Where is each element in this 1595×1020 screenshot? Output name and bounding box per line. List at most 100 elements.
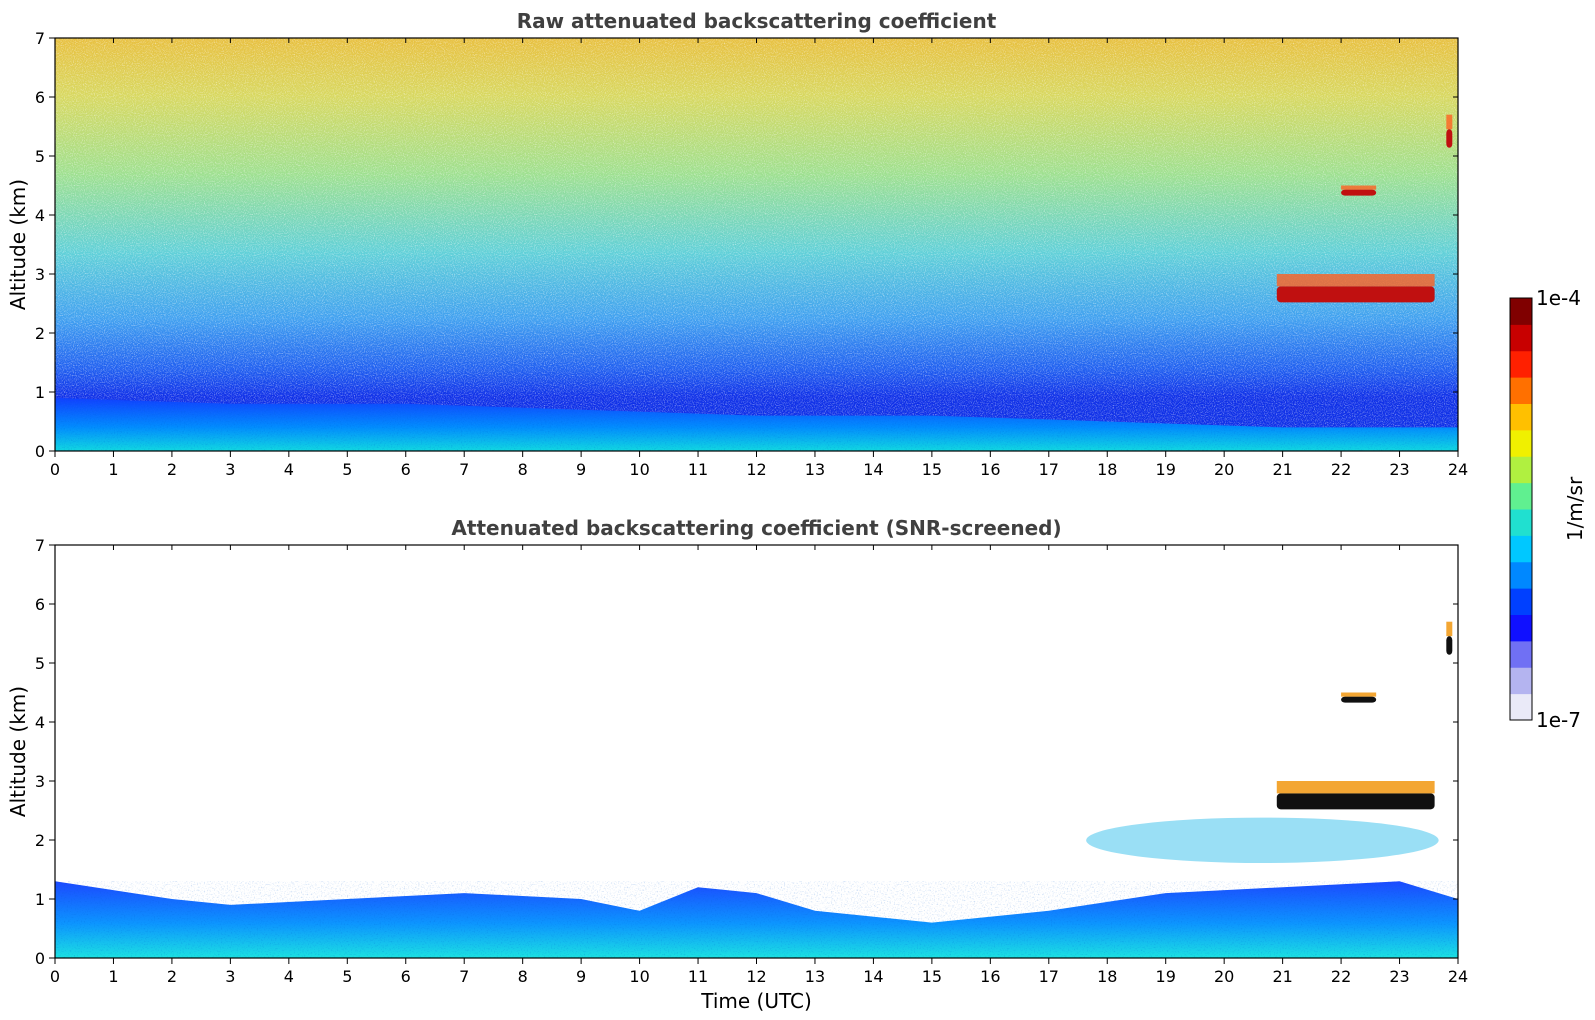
cloud-edge-2 — [1276, 781, 1435, 794]
colorbar-step — [1510, 535, 1532, 563]
y-tick-label: 0 — [35, 949, 45, 968]
y-tick-label: 2 — [35, 831, 45, 850]
colorbar-step — [1510, 667, 1532, 695]
colorbar-step — [1510, 509, 1532, 536]
x-tick-label: 8 — [518, 460, 528, 479]
colorbar-label: 1/m/sr — [1563, 476, 1587, 541]
plot-area — [55, 545, 1458, 958]
x-tick-label: 14 — [863, 967, 883, 986]
colorbar-step — [1510, 429, 1532, 457]
cloud-layer-2 — [1276, 793, 1435, 810]
x-tick-label: 1 — [108, 460, 118, 479]
y-tick-label: 4 — [35, 713, 45, 732]
x-tick-label: 13 — [805, 460, 825, 479]
colorbar-max-label: 1e-4 — [1536, 286, 1581, 310]
x-tick-label: 17 — [1039, 460, 1059, 479]
colorbar-frame — [1509, 297, 1533, 721]
boundary-layer-texture — [55, 881, 1458, 958]
colorbar-step — [1510, 324, 1532, 352]
x-tick-label: 20 — [1214, 460, 1234, 479]
y-tick-label: 5 — [35, 147, 45, 166]
x-tick-label: 19 — [1156, 967, 1176, 986]
colorbar-step — [1510, 350, 1532, 378]
x-tick-label: 5 — [342, 460, 352, 479]
y-tick-label: 1 — [35, 890, 45, 909]
x-tick-label: 10 — [629, 967, 649, 986]
cloud-edge-3 — [1341, 692, 1377, 697]
x-tick-label: 2 — [167, 967, 177, 986]
colorbar-step — [1510, 377, 1532, 404]
cloud-layer-4 — [1446, 636, 1453, 655]
x-tick-label: 11 — [688, 460, 708, 479]
screened-background — [55, 545, 1458, 958]
cloud-layer-2 — [1341, 189, 1377, 196]
colorbar-step — [1510, 403, 1532, 431]
x-tick-label: 16 — [980, 967, 1000, 986]
x-tick-label: 12 — [746, 967, 766, 986]
plot-area — [55, 38, 1458, 451]
colorbar-step — [1510, 482, 1532, 510]
colorbar: 1e-4 1e-7 1/m/sr — [1509, 286, 1587, 732]
x-tick-label: 5 — [342, 967, 352, 986]
x-tick-label: 21 — [1272, 967, 1292, 986]
x-tick-label: 2 — [167, 460, 177, 479]
elevated-aerosol-region — [1086, 817, 1439, 864]
x-tick-label: 6 — [401, 967, 411, 986]
x-tick-label: 19 — [1156, 460, 1176, 479]
x-tick-label: 9 — [576, 460, 586, 479]
cloud-edge-4 — [1446, 621, 1453, 637]
x-tick-label: 7 — [459, 967, 469, 986]
x-tick-label: 9 — [576, 967, 586, 986]
x-tick-label: 15 — [922, 967, 942, 986]
y-tick-label: 7 — [35, 536, 45, 555]
colorbar-step — [1510, 614, 1532, 642]
y-tick-label: 0 — [35, 442, 45, 461]
cloud-edge-3 — [1446, 114, 1453, 130]
x-tick-label: 0 — [50, 460, 60, 479]
x-tick-label: 7 — [459, 460, 469, 479]
cloud-layer-1 — [1276, 286, 1435, 303]
x-tick-label: 12 — [746, 460, 766, 479]
cloud-layer-3 — [1341, 696, 1377, 703]
x-tick-label: 15 — [922, 460, 942, 479]
x-tick-label: 4 — [284, 967, 294, 986]
y-tick-label: 3 — [35, 265, 45, 284]
colorbar-step — [1510, 561, 1532, 589]
x-tick-label: 18 — [1097, 460, 1117, 479]
x-tick-label: 24 — [1448, 967, 1468, 986]
x-tick-label: 22 — [1331, 967, 1351, 986]
y-axis-label: Altitude (km) — [6, 686, 30, 817]
x-tick-label: 13 — [805, 967, 825, 986]
x-tick-label: 24 — [1448, 460, 1468, 479]
cloud-layer-3 — [1446, 129, 1453, 148]
panel-title: Raw attenuated backscattering coefficien… — [517, 9, 997, 33]
y-tick-label: 4 — [35, 206, 45, 225]
panel-2: 0 1 2 3 4 5 6 7 8 9 10 11 12 13 14 15 16 17 18 19 20 21 22 23 24… — [6, 516, 1468, 1013]
boundary-layer-texture — [55, 397, 1458, 451]
colorbar-min-label: 1e-7 — [1536, 708, 1581, 732]
x-tick-label: 6 — [401, 460, 411, 479]
x-axis-label: Time (UTC) — [700, 989, 812, 1013]
x-tick-label: 23 — [1389, 460, 1409, 479]
cloud-edge-2 — [1341, 185, 1377, 190]
x-tick-label: 18 — [1097, 967, 1117, 986]
y-tick-label: 3 — [35, 772, 45, 791]
x-tick-label: 14 — [863, 460, 883, 479]
x-tick-label: 16 — [980, 460, 1000, 479]
x-tick-label: 3 — [225, 460, 235, 479]
y-tick-label: 6 — [35, 88, 45, 107]
colorbar-step — [1510, 693, 1532, 721]
x-tick-label: 0 — [50, 967, 60, 986]
x-tick-label: 8 — [518, 967, 528, 986]
colorbar-step — [1510, 588, 1532, 615]
y-tick-label: 5 — [35, 654, 45, 673]
x-tick-label: 4 — [284, 460, 294, 479]
y-axis-label: Altitude (km) — [6, 179, 30, 310]
x-tick-label: 1 — [108, 967, 118, 986]
noise-speckle — [55, 38, 1458, 451]
x-tick-label: 22 — [1331, 460, 1351, 479]
cloud-edge-1 — [1276, 274, 1435, 287]
x-tick-label: 11 — [688, 967, 708, 986]
colorbar-step — [1510, 298, 1532, 325]
